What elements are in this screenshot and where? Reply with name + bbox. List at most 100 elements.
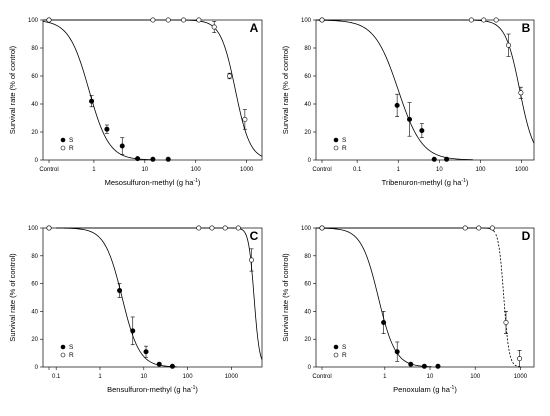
- x-tick-label: 1000: [515, 167, 529, 173]
- panel-a: 0 20 40 60 80 100 1 10 100 1000 Control Mesosulfuro…: [8, 17, 263, 187]
- curve-s: [315, 19, 473, 161]
- panel-letter: C: [250, 229, 259, 243]
- point-r: [211, 24, 217, 30]
- x-tick-label: 1000: [514, 374, 528, 380]
- point-r: [481, 17, 487, 23]
- x-tick-label: 1: [98, 374, 102, 380]
- curve-r: [56, 227, 263, 360]
- legend-marker-s: [333, 344, 339, 350]
- y-tick-label: 0: [308, 158, 312, 164]
- y-tick-label: 80: [304, 254, 311, 260]
- x-tick-label: 10: [427, 374, 434, 380]
- point-s: [408, 361, 414, 367]
- point-r: [46, 17, 52, 23]
- point-s: [117, 288, 123, 294]
- point-r: [227, 73, 233, 79]
- y-tick-label: 60: [304, 74, 311, 80]
- y-tick-label: 100: [28, 18, 39, 24]
- point-s: [419, 128, 425, 134]
- point-r: [462, 225, 468, 231]
- plot-frame: [42, 227, 263, 368]
- y-tick-label: 100: [301, 18, 312, 24]
- x-axis-label-sup: -1: [461, 178, 466, 184]
- x-axis-label-sup: -1: [193, 178, 198, 184]
- x-tick-label: 0.1: [52, 374, 61, 380]
- x-tick-label: 1: [397, 167, 401, 173]
- point-s: [394, 349, 400, 355]
- legend-label-r: R: [342, 145, 347, 152]
- panel-b: 0 20 40 60 80 100 0.1 1 10 100 1000 Control Tribenur…: [281, 17, 535, 187]
- x-axis-label-sup: -1: [450, 385, 455, 391]
- x-axis-label: Penoxulam (g ha-1): [393, 385, 457, 394]
- plot-frame: [315, 19, 535, 161]
- x-tick-label-control: Control: [312, 374, 331, 380]
- point-s: [381, 320, 387, 326]
- point-r: [150, 17, 156, 23]
- legend-label-s: S: [69, 344, 74, 351]
- point-s: [431, 156, 437, 162]
- curve-s: [42, 21, 153, 161]
- point-s: [407, 116, 413, 122]
- point-s: [130, 328, 136, 334]
- point-r: [46, 225, 52, 231]
- plot-frame: [42, 19, 263, 161]
- point-r: [235, 225, 241, 231]
- y-tick-label: 0: [35, 158, 39, 164]
- x-tick-label: 1: [92, 167, 96, 173]
- curve-r: [316, 19, 535, 144]
- y-tick-label: 40: [304, 309, 311, 315]
- point-r: [242, 116, 248, 122]
- panel-letter: B: [522, 21, 531, 35]
- y-tick-label: 100: [301, 226, 312, 232]
- y-axis-label: Survival rate (% of control): [8, 45, 17, 134]
- legend-label-s: S: [342, 137, 347, 144]
- y-tick-label: 60: [304, 282, 311, 288]
- y-tick-label: 60: [31, 74, 38, 80]
- point-s: [104, 126, 110, 132]
- y-axis-label: Survival rate (% of control): [281, 45, 290, 134]
- y-tick-label: 0: [35, 365, 39, 371]
- point-s: [89, 98, 95, 104]
- point-r: [503, 320, 509, 326]
- x-axis-label: Mesosulfuron-methyl (g ha-1): [105, 178, 201, 187]
- y-tick-label: 40: [304, 102, 311, 108]
- x-axis-label: Bensulfuron-methyl (g ha-1): [107, 385, 198, 394]
- legend-marker-r: [333, 352, 339, 358]
- x-tick-label: 1000: [225, 374, 239, 380]
- legend-marker-s: [60, 344, 66, 350]
- x-axis-label-end: ): [198, 178, 201, 187]
- point-s: [156, 361, 162, 367]
- x-tick-label: 1000: [240, 167, 254, 173]
- x-axis-label-sup: -1: [191, 385, 196, 391]
- x-axis-label-end: ): [454, 385, 457, 394]
- point-s: [119, 143, 125, 149]
- point-s: [435, 363, 441, 369]
- point-r: [468, 17, 474, 23]
- point-s: [444, 156, 450, 162]
- point-r: [517, 356, 523, 362]
- point-r: [165, 17, 171, 23]
- panel-letter: A: [250, 21, 259, 35]
- plot-frame: [315, 227, 535, 368]
- x-tick-label: 1: [383, 374, 387, 380]
- x-tick-label: 10: [140, 374, 147, 380]
- point-r: [196, 225, 202, 231]
- legend-marker-s: [60, 137, 66, 143]
- y-tick-label: 100: [28, 226, 39, 232]
- legend-label-s: S: [342, 344, 347, 351]
- curve-r: [43, 19, 263, 157]
- point-r: [489, 225, 495, 231]
- point-r: [493, 17, 499, 23]
- x-tick-label: 10: [141, 167, 148, 173]
- x-tick-label: 0.1: [353, 167, 362, 173]
- point-r: [319, 17, 325, 23]
- point-s: [150, 156, 156, 162]
- y-tick-label: 40: [31, 102, 38, 108]
- y-tick-label: 80: [31, 46, 38, 52]
- y-tick-label: 80: [304, 46, 311, 52]
- y-tick-label: 20: [31, 130, 38, 136]
- x-axis-label-end: ): [195, 385, 198, 394]
- point-r: [249, 257, 255, 263]
- point-r: [209, 225, 215, 231]
